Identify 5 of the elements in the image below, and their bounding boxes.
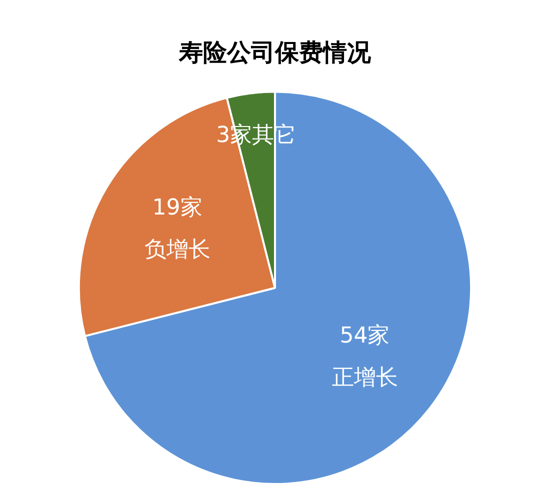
slice-label: 正增长 [332, 365, 398, 390]
slice-label: 负增长 [144, 237, 210, 262]
chart-title: 寿险公司保费情况 [178, 38, 372, 67]
data-label: 54家 [340, 323, 390, 348]
data-label: 19家 [152, 195, 202, 220]
